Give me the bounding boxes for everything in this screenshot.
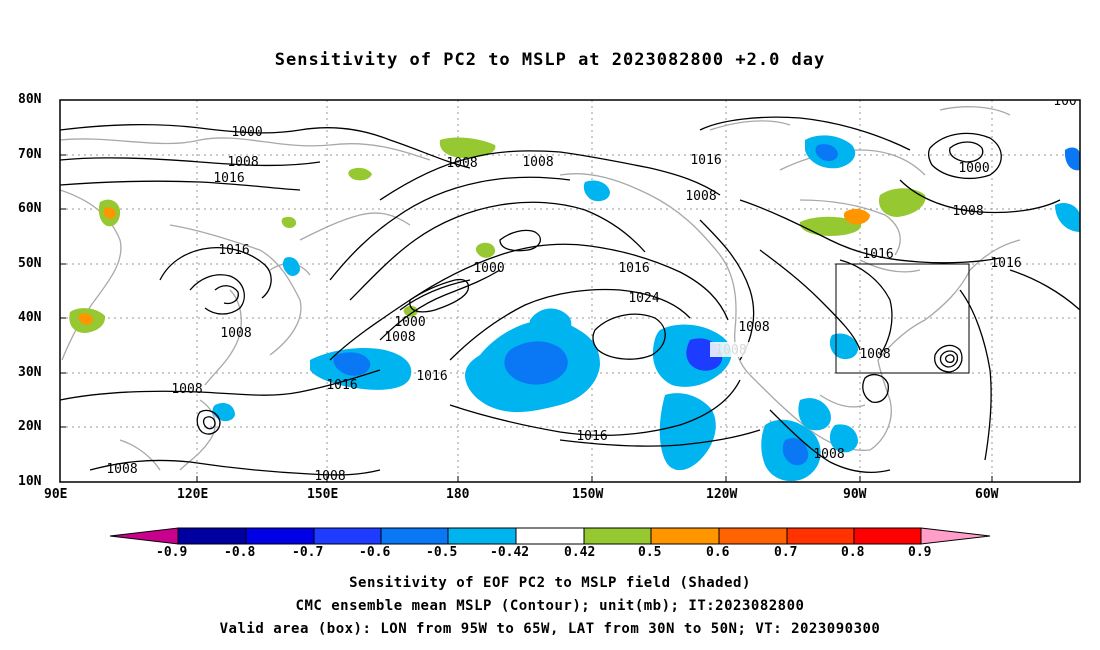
colorbar-tick: -0.5 (426, 545, 458, 560)
colorbar-swatch (786, 527, 855, 545)
contour-label: 1008 (314, 469, 345, 484)
contour-label: 1000 (394, 315, 425, 330)
caption-line-3: Valid area (box): LON from 95W to 65W, L… (219, 621, 881, 637)
map-frame (59, 99, 1081, 483)
lon-label: 120W (706, 487, 738, 502)
chart-title: Sensitivity of PC2 to MSLP at 2023082800… (274, 50, 826, 70)
lon-label: 150W (572, 487, 604, 502)
lat-label: 50N (18, 256, 42, 271)
contour-label: 1016 (213, 171, 244, 186)
sensitivity-shading (69, 135, 1080, 482)
contour-label: 1008 (522, 155, 553, 170)
axis-ticks (60, 99, 993, 483)
caption-line-1: Sensitivity of EOF PC2 to MSLP field (Sh… (349, 575, 751, 591)
colorbar-tick: 0.6 (706, 545, 730, 560)
colorbar-tick: 0.8 (841, 545, 865, 560)
colorbar-tick: -0.8 (224, 545, 256, 560)
colorbar-swatch (853, 527, 922, 545)
colorbar-tick: -0.6 (359, 545, 391, 560)
lon-label: 90W (843, 487, 867, 502)
colorbar-swatch (583, 527, 652, 545)
contour-label: 1024 (628, 291, 659, 306)
colorbar (109, 527, 991, 545)
lat-label: 10N (18, 474, 42, 489)
contour-label: 1008 (220, 326, 251, 341)
valid-area-box (835, 263, 970, 374)
lat-label: 20N (18, 419, 42, 434)
contour-label: 1008 (859, 347, 890, 362)
lon-label: 180 (446, 487, 470, 502)
colorbar-tick: -0.42 (490, 545, 530, 560)
contour-label: 1016 (576, 429, 607, 444)
colorbar-tick: -0.9 (156, 545, 188, 560)
mslp-contours (60, 100, 1080, 476)
lat-label: 60N (18, 201, 42, 216)
caption-line-2: CMC ensemble mean MSLP (Contour); unit(m… (295, 598, 805, 614)
contour-label: 1008 (685, 189, 716, 204)
contour-label: 1008 (384, 330, 415, 345)
colorbar-tick: 0.5 (638, 545, 662, 560)
contour-label: 1016 (862, 247, 893, 262)
colorbar-swatch (515, 527, 585, 545)
lon-label: 150E (307, 487, 339, 502)
colorbar-swatch (380, 527, 449, 545)
lat-label: 70N (18, 147, 42, 162)
contour-label: 1016 (326, 378, 357, 393)
colorbar-swatch (718, 527, 788, 545)
grid-lines (60, 100, 1080, 482)
contour-label: 100 (1053, 94, 1076, 109)
lat-label: 80N (18, 92, 42, 107)
contour-label: 1016 (618, 261, 649, 276)
colorbar-swatch (177, 527, 247, 545)
colorbar-tick: 0.7 (774, 545, 798, 560)
colorbar-swatch (245, 527, 315, 545)
contour-label: 1016 (990, 256, 1021, 271)
colorbar-swatch (447, 527, 517, 545)
contour-label: 1008 (446, 156, 477, 171)
contour-label: 1000 (473, 261, 504, 276)
colorbar-tick: -0.7 (292, 545, 324, 560)
colorbar-tick: 0.42 (564, 545, 596, 560)
colorbar-arrow-left (109, 527, 179, 545)
contour-label: 1008 (952, 204, 983, 219)
contour-label: 1008 (738, 320, 769, 335)
contour-label-group: 1000 1008 1016 1008 1016 1008 1008 1016 … (106, 94, 1076, 484)
lat-label: 30N (18, 365, 42, 380)
contour-label: 1008 (171, 382, 202, 397)
contour-label: 1008 (227, 155, 258, 170)
coastlines (60, 106, 1021, 482)
lon-label: 60W (975, 487, 999, 502)
contour-label: 1000 (958, 161, 989, 176)
colorbar-arrow-right (920, 527, 991, 545)
colorbar-swatch (313, 527, 382, 545)
contour-label: 1000 (231, 125, 262, 140)
contour-label: 1016 (416, 369, 447, 384)
colorbar-swatch (650, 527, 720, 545)
colorbar-tick: 0.9 (908, 545, 932, 560)
lon-label: 120E (177, 487, 209, 502)
contour-label: 1016 (690, 153, 721, 168)
contour-label: 1016 (218, 243, 249, 258)
contour-label: 1008 (813, 447, 844, 462)
lon-label: 90E (44, 487, 68, 502)
contour-label: 1008 (106, 462, 137, 477)
lat-label: 40N (18, 310, 42, 325)
